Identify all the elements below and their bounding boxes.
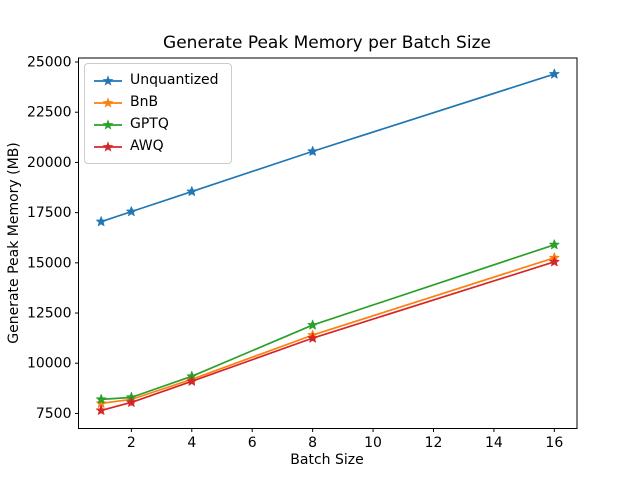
data-point-marker — [549, 256, 560, 267]
chart-legend: Unquantized BnB GPTQ AWQ — [84, 63, 232, 164]
y-tick-label: 12500 — [27, 306, 72, 322]
data-point-marker — [96, 216, 107, 227]
x-tick-label: 2 — [127, 435, 136, 451]
data-point-marker — [307, 319, 318, 330]
y-tick-label: 20000 — [27, 155, 72, 171]
legend-star-icon — [102, 118, 114, 130]
x-tick-label: 8 — [308, 435, 317, 451]
data-point-marker — [549, 239, 560, 250]
y-tick-label: 7500 — [36, 406, 72, 422]
x-tick-label: 12 — [425, 435, 443, 451]
legend-marker-icon — [94, 96, 122, 108]
plot-border — [78, 57, 578, 429]
x-tick-label: 4 — [187, 435, 196, 451]
y-tick-label: 15000 — [27, 255, 72, 271]
legend-item-unquantized: Unquantized — [93, 71, 219, 90]
x-tick-label: 16 — [545, 435, 563, 451]
y-axis-label: Generate Peak Memory (MB) — [6, 142, 22, 344]
legend-marker-icon — [94, 118, 122, 130]
y-tick-label: 25000 — [27, 55, 72, 71]
data-point-marker — [126, 396, 137, 407]
data-point-marker — [126, 206, 137, 217]
legend-label: GPTQ — [130, 116, 169, 132]
x-tick-label: 6 — [248, 435, 257, 451]
data-point-marker — [307, 332, 318, 343]
legend-marker-icon — [94, 74, 122, 86]
y-tick-label: 17500 — [27, 205, 72, 221]
legend-item-awq: AWQ — [93, 137, 219, 156]
legend-star-icon — [102, 96, 114, 108]
data-point-marker — [307, 145, 318, 156]
legend-label: BnB — [130, 94, 159, 110]
legend-item-gptq: GPTQ — [93, 115, 219, 134]
x-axis-label: Batch Size — [290, 452, 363, 468]
data-point-marker — [549, 68, 560, 79]
chart-title: Generate Peak Memory per Batch Size — [163, 33, 491, 53]
x-tick-label: 14 — [485, 435, 503, 451]
legend-item-bnb: BnB — [93, 93, 219, 112]
axes-layer: 2 4 6 8 10 12 14 16 7500 10000 12500 15000 17500 2000… — [27, 55, 578, 451]
y-tick-label: 10000 — [27, 356, 72, 372]
legend-label: Unquantized — [130, 72, 219, 88]
series-layer — [96, 68, 560, 415]
data-point-marker — [96, 405, 107, 415]
data-point-marker — [186, 186, 197, 196]
legend-marker-icon — [94, 140, 122, 152]
data-point-marker — [186, 375, 197, 386]
data-point-marker — [96, 393, 107, 404]
y-tick-label: 22500 — [27, 105, 72, 121]
legend-star-icon — [102, 140, 114, 152]
legend-star-icon — [102, 74, 114, 86]
x-tick-label: 10 — [364, 435, 382, 451]
legend-label: AWQ — [130, 138, 164, 154]
